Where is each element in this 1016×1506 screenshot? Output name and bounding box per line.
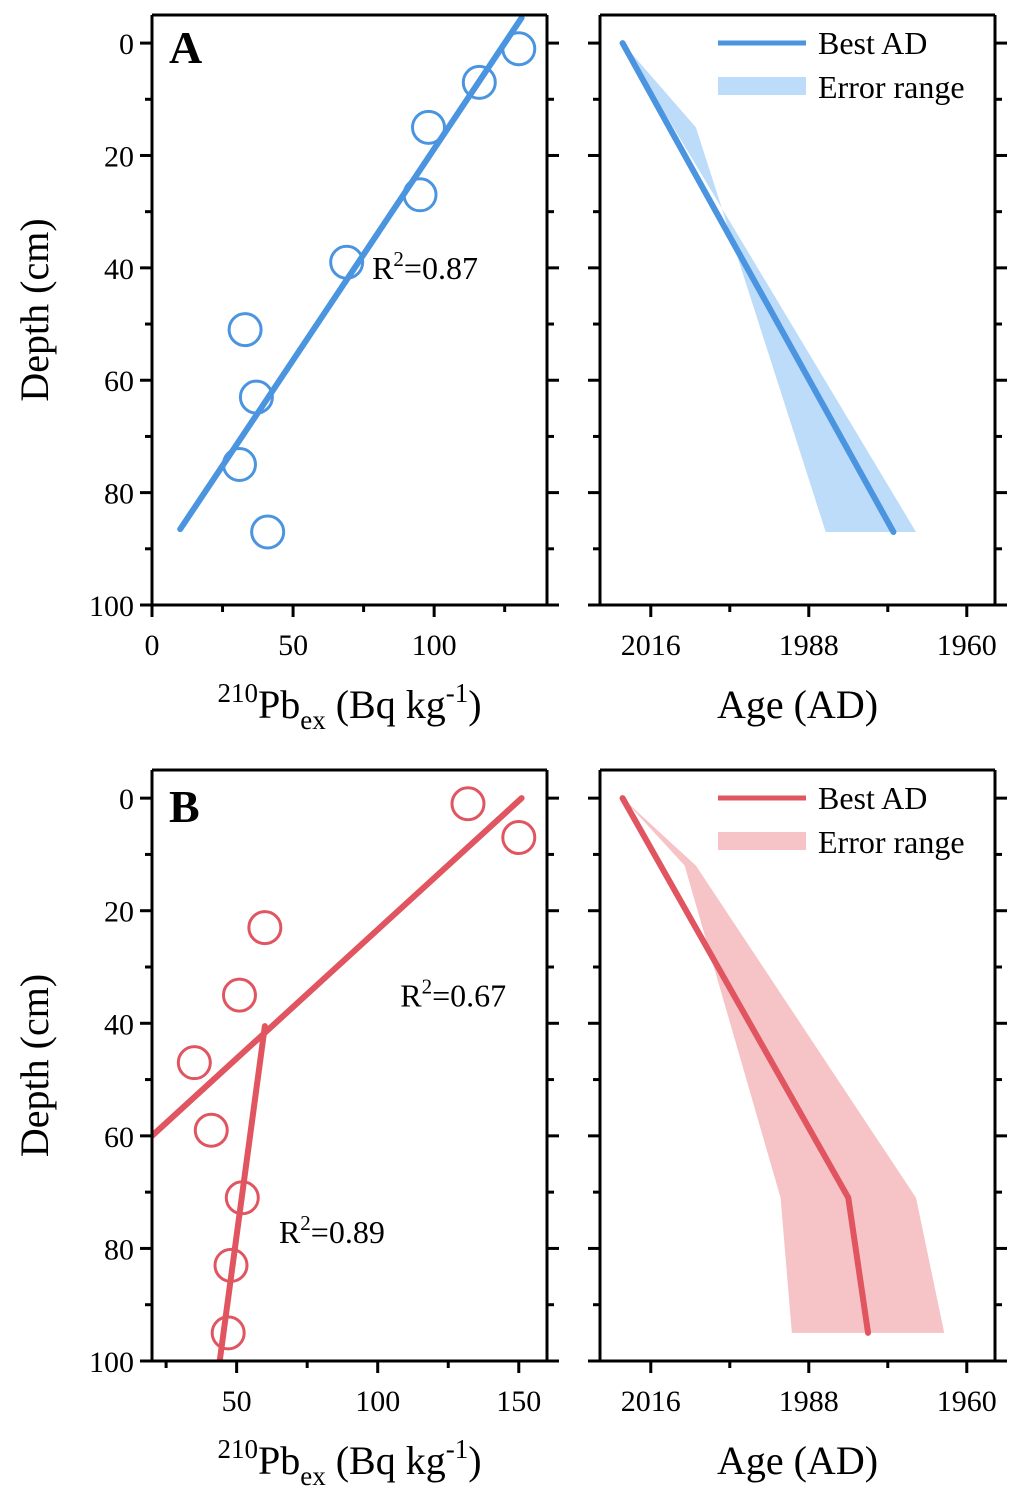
data-point (501, 31, 537, 67)
r2-eq: = (432, 977, 450, 1013)
r2-annotation: R2=0.87 (372, 247, 478, 286)
x-title-sup: 210 (217, 1434, 258, 1464)
r2-annotation: R2=0.89 (279, 1211, 385, 1250)
data-point (250, 514, 286, 550)
x-tick-label: 50 (278, 629, 308, 662)
x-axis-title: 210Pbex (Bq kg-1) (217, 1434, 481, 1491)
r2-sup: 2 (422, 974, 433, 998)
panel-letter: B (169, 781, 200, 832)
best-ad-line (619, 40, 897, 535)
x-tick-label: 150 (496, 1385, 541, 1418)
panel-A-left: 0 20 40 60 80 100 Depth (cm) 0 50 100 A R2=0.87 210P… (12, 13, 559, 735)
y-tick-label: 20 (104, 140, 134, 173)
x-axis-title: Age (AD) (717, 682, 878, 727)
data-point (402, 177, 438, 213)
x-tick-label: 1960 (937, 629, 997, 662)
r2-sup: 2 (300, 1211, 311, 1235)
x-title-sub: ex (300, 1461, 326, 1491)
data-point (238, 379, 274, 415)
x-title-sub: ex (300, 705, 326, 735)
r2-value: 0.89 (329, 1214, 385, 1250)
x-title-close: ) (468, 1438, 481, 1483)
x-title-sup: 210 (217, 678, 258, 708)
data-point (213, 1247, 249, 1283)
data-point (210, 1315, 246, 1351)
x-title-close: ) (468, 682, 481, 727)
y-tick-label: 60 (104, 1121, 134, 1154)
data-point (461, 64, 497, 100)
x-tick-label: 2016 (621, 1385, 681, 1418)
legend-error-swatch (718, 832, 806, 850)
best-ad-line (619, 795, 872, 1336)
legend-best-label: Best AD (818, 780, 927, 816)
data-point (193, 1112, 229, 1148)
y-axis-title: Depth (cm) (12, 974, 57, 1157)
data-point (247, 910, 283, 946)
x-title-main: Pb (258, 1438, 300, 1483)
data-point (224, 1180, 260, 1216)
data-point (329, 244, 365, 280)
data-point (221, 447, 257, 483)
legend-error-label: Error range (818, 69, 965, 105)
x-title-unit-sup: -1 (446, 678, 469, 708)
y-tick-label: 20 (104, 896, 134, 929)
y-tick-label: 100 (89, 1346, 134, 1379)
y-tick-label: 40 (104, 1008, 134, 1041)
x-tick-label: 0 (145, 629, 160, 662)
data-point (450, 786, 486, 822)
x-axis-title: Age (AD) (717, 1438, 878, 1483)
r2-eq: = (311, 1214, 329, 1250)
x-tick-label: 1988 (779, 629, 839, 662)
data-point (221, 977, 257, 1013)
data-point (176, 1045, 212, 1081)
x-tick-label: 1988 (779, 1385, 839, 1418)
r2-value: 0.67 (450, 977, 506, 1013)
plot-area (177, 15, 537, 550)
x-title-main: Pb (258, 682, 300, 727)
data-point (501, 820, 537, 856)
y-tick-label: 80 (104, 1233, 134, 1266)
y-tick-label: 0 (119, 783, 134, 816)
y-tick-label: 60 (104, 365, 134, 398)
fit-line-1 (177, 15, 525, 533)
r2-annotation: R2=0.67 (400, 974, 506, 1013)
r2-eq: = (404, 250, 422, 286)
r2-letter: R (372, 250, 394, 286)
plot-area (152, 786, 537, 1361)
r2-value: 0.87 (422, 250, 478, 286)
legend-best-label: Best AD (818, 25, 927, 61)
panel-letter: A (169, 22, 202, 73)
y-tick-label: 40 (104, 253, 134, 286)
data-point (411, 109, 446, 145)
x-tick-label: 2016 (621, 629, 681, 662)
fit-line-2 (216, 1023, 268, 1361)
y-tick-label: 80 (104, 478, 134, 511)
x-title-unit-sup: -1 (446, 1434, 469, 1464)
r2-letter: R (279, 1214, 301, 1250)
error-range-band (622, 798, 945, 1333)
data-point (227, 312, 263, 348)
r2-sup: 2 (393, 247, 404, 271)
x-tick-label: 50 (222, 1385, 252, 1418)
y-tick-label: 100 (89, 590, 134, 623)
x-title-unit: (Bq kg (336, 1438, 446, 1483)
x-tick-label: 100 (355, 1385, 400, 1418)
fit-line-1 (152, 795, 525, 1139)
error-range-band (622, 43, 916, 532)
r2-letter: R (400, 977, 422, 1013)
x-title-unit: (Bq kg (336, 682, 446, 727)
y-axis-title: Depth (cm) (12, 218, 57, 401)
legend-error-swatch (718, 77, 806, 95)
panel-A-right: 2016 1988 1960 Best AD Error range Age (AD) (588, 13, 1007, 727)
x-axis-title: 210Pbex (Bq kg-1) (217, 678, 481, 735)
y-tick-label: 0 (119, 28, 134, 61)
panel-B-right: 2016 1988 1960 Best AD Error range Age (AD) (588, 768, 1007, 1483)
x-tick-label: 1960 (937, 1385, 997, 1418)
legend-error-label: Error range (818, 824, 965, 860)
x-tick-label: 100 (412, 629, 457, 662)
